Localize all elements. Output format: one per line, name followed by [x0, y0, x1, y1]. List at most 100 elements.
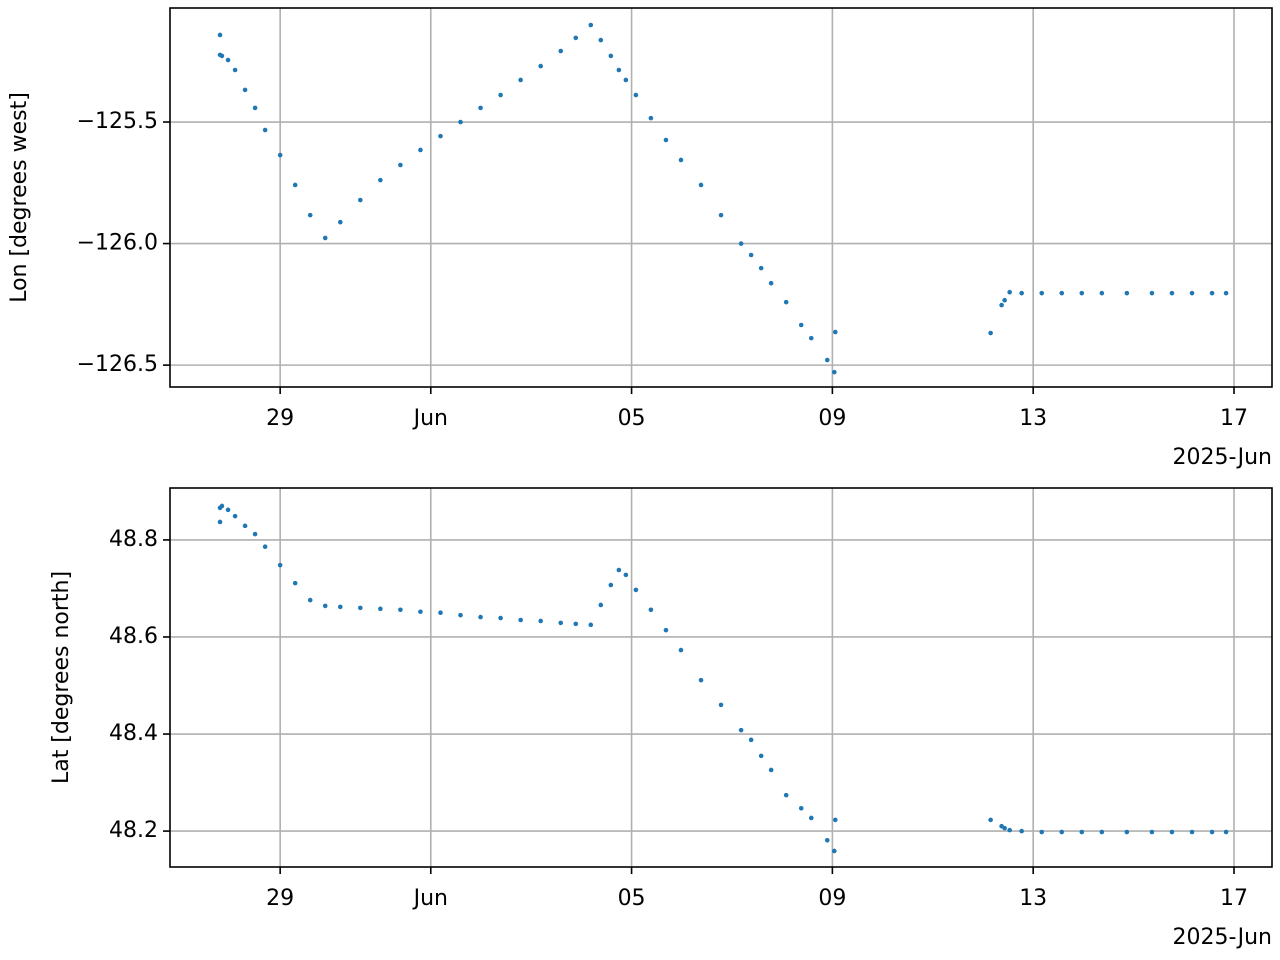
point: [988, 330, 993, 336]
point: [1223, 829, 1229, 835]
point: [338, 219, 343, 225]
point: [307, 212, 313, 218]
x-tick-label: 13: [1019, 406, 1047, 431]
point: [262, 544, 268, 550]
subplot: −126.5 −126.0 −125.5 29 Jun 05 09 13 17 2025-Jun L…: [7, 7, 1273, 470]
point: [1124, 290, 1130, 296]
point: [783, 299, 789, 305]
point: [1099, 290, 1105, 296]
point: [558, 48, 564, 54]
point: [1209, 290, 1215, 296]
x-offset-label: 2025-Jun: [1172, 925, 1272, 950]
point: [1189, 829, 1195, 835]
point: [588, 22, 594, 28]
point: [648, 115, 654, 121]
point: [358, 197, 363, 203]
point: [418, 147, 423, 153]
point: [1149, 829, 1155, 835]
point: [748, 737, 754, 743]
point: [1099, 829, 1105, 835]
point: [588, 622, 594, 628]
point: [478, 614, 483, 620]
point: [663, 627, 669, 633]
point: [538, 63, 543, 69]
x-tick-label: 09: [818, 886, 846, 911]
point: [252, 531, 258, 537]
x-offset-label: 2025-Jun: [1172, 445, 1272, 470]
point: [252, 105, 258, 111]
y-tick-label: 48.6: [109, 624, 158, 649]
point: [458, 119, 463, 125]
point: [616, 567, 622, 573]
point: [398, 607, 403, 613]
point: [833, 817, 838, 823]
point: [1002, 297, 1007, 303]
x-tick-label: 05: [618, 886, 646, 911]
point: [277, 562, 283, 568]
point: [1209, 829, 1215, 835]
point: [678, 157, 684, 163]
point: [832, 369, 837, 375]
x-tick-label: 13: [1019, 886, 1047, 911]
point: [633, 92, 639, 98]
point: [678, 647, 684, 653]
point: [478, 105, 483, 111]
point: [338, 604, 343, 610]
point: [1007, 289, 1012, 295]
point: [598, 37, 604, 43]
y-tick-label: 48.2: [109, 818, 158, 843]
point: [1223, 290, 1229, 296]
point: [418, 609, 423, 615]
point: [498, 615, 503, 621]
axes-frame: [169, 7, 1273, 388]
point: [768, 280, 774, 286]
point: [262, 127, 268, 133]
point: [277, 152, 283, 158]
y-axis-label: Lat [degrees north]: [49, 571, 74, 784]
x-tick-label: 17: [1220, 406, 1248, 431]
subplot: 48.2 48.4 48.6 48.8 29 Jun 05 09 13 17 2025-Jun Lat…: [49, 487, 1273, 950]
point: [808, 815, 814, 821]
point: [1019, 828, 1024, 834]
point: [1002, 825, 1007, 831]
point: [623, 77, 629, 83]
y-tick-label: −126.5: [77, 352, 158, 377]
x-tick-label: 09: [818, 406, 846, 431]
point: [1169, 290, 1175, 296]
point: [798, 805, 804, 811]
point: [738, 727, 744, 733]
point: [225, 507, 231, 513]
point: [663, 137, 669, 143]
x-tick-label: 05: [618, 406, 646, 431]
point: [232, 67, 238, 73]
point: [232, 513, 238, 519]
point: [322, 603, 328, 609]
point: [307, 597, 313, 603]
point: [824, 357, 830, 363]
point: [242, 523, 248, 529]
point: [378, 177, 383, 183]
point: [718, 212, 724, 218]
point: [219, 53, 225, 59]
point: [217, 32, 223, 38]
point: [598, 602, 604, 608]
point: [1059, 829, 1065, 835]
point: [1059, 290, 1065, 296]
point: [738, 241, 744, 246]
point: [538, 618, 543, 624]
y-axis-label: Lon [degrees west]: [7, 92, 32, 303]
x-tick-label: 17: [1220, 886, 1248, 911]
x-tick-label: 29: [266, 886, 294, 911]
point: [808, 335, 814, 341]
y-tick-label: 48.8: [109, 527, 158, 552]
point: [292, 580, 298, 586]
point: [833, 329, 838, 335]
point: [518, 77, 523, 83]
point: [698, 677, 704, 683]
point: [1019, 290, 1024, 296]
point: [1039, 290, 1045, 296]
point: [518, 617, 523, 623]
point: [558, 620, 564, 626]
point: [608, 53, 614, 59]
